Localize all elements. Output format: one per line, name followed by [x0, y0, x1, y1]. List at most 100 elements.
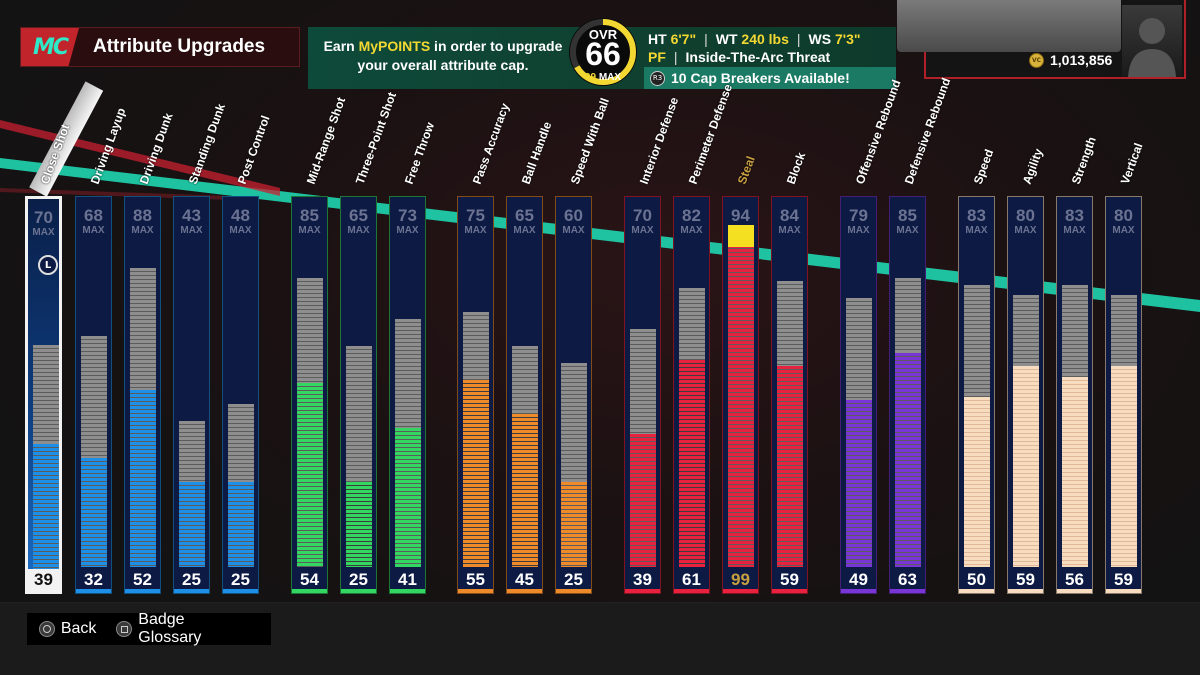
logo-text: MC: [32, 34, 69, 60]
attribute-column[interactable]: 83 MAX 56: [1056, 196, 1093, 594]
attribute-column[interactable]: 94MAX99: [722, 196, 759, 594]
attribute-current-bar: [395, 428, 421, 567]
weight-value: 240 lbs: [741, 31, 789, 47]
attribute-current-value: 25: [349, 570, 368, 589]
attribute-group-underline: [772, 589, 807, 593]
attribute-max-label: MAX: [229, 225, 252, 236]
attribute-group-underline: [1008, 589, 1043, 593]
attribute-column[interactable]: 88 MAX 52: [124, 196, 161, 594]
attribute-max-value: 70: [34, 208, 53, 227]
attribute-max-label: MAX: [847, 225, 870, 236]
lock-icon[interactable]: L: [38, 255, 58, 275]
attribute-group-underline: [76, 589, 111, 593]
attribute-current-value: 50: [967, 570, 986, 589]
player-position-row: PF | Inside-The-Arc Threat: [648, 49, 831, 65]
mypoints-highlight: MyPOINTS: [358, 38, 431, 54]
attribute-max-value: 88: [133, 206, 152, 225]
attribute-current-bar: [228, 482, 254, 567]
attribute-column[interactable]: 73 MAX 41: [389, 196, 426, 594]
attribute-current-value: 25: [231, 570, 250, 589]
attribute-max-label: MAX: [965, 225, 988, 236]
attribute-max-value: 80: [1016, 206, 1035, 225]
attribute-current-bar: [179, 482, 205, 567]
attribute-current-bar: [964, 397, 990, 567]
attribute-current-bar: [728, 225, 754, 567]
attribute-current-value: 99: [731, 570, 750, 589]
attribute-group-underline: [841, 589, 876, 593]
attribute-max-label: MAX: [464, 225, 487, 236]
attribute-current-value: 25: [564, 570, 583, 589]
attribute-max-value: 48: [231, 206, 250, 225]
attribute-group-underline: [723, 589, 758, 593]
attribute-current-value: 52: [133, 570, 152, 589]
attribute-max-value: 83: [967, 206, 986, 225]
attribute-column[interactable]: 65 MAX 45: [506, 196, 543, 594]
overall-label: OVR: [588, 27, 618, 42]
attribute-max-label: MAX: [180, 225, 203, 236]
attribute-max-label: MAX: [562, 225, 585, 236]
overall-ring: [569, 18, 637, 86]
vc-balance: 1,013,856: [1050, 52, 1113, 68]
attribute-max-label: MAX: [1014, 225, 1037, 236]
attribute-group-underline: [1057, 589, 1092, 593]
overall-max-label: MAX: [598, 72, 622, 83]
attribute-current-value: 59: [1016, 570, 1035, 589]
attribute-max-label: MAX: [298, 225, 321, 236]
attribute-max-value: 79: [849, 206, 868, 225]
attribute-current-bar: [679, 360, 705, 567]
attribute-group-underline: [341, 589, 376, 593]
attribute-max-value: 82: [682, 206, 701, 225]
title-panel: MC Attribute Upgrades: [20, 27, 300, 67]
attribute-max-value: 94: [731, 206, 750, 225]
attribute-current-value: 45: [515, 570, 534, 589]
attribute-current-value: 25: [182, 570, 201, 589]
attribute-current-bar: [463, 380, 489, 567]
attribute-group-underline: [223, 589, 258, 593]
attribute-max-value: 84: [780, 206, 799, 225]
attribute-current-value: 41: [398, 570, 417, 589]
height-label: HT: [648, 31, 667, 47]
attribute-max-value: 68: [84, 206, 103, 225]
attribute-column[interactable]: 85 MAX 63: [889, 196, 926, 594]
attribute-current-bar: [630, 434, 656, 567]
attribute-group-underline: [959, 589, 994, 593]
badge-glossary-button[interactable]: Badge Glossary: [138, 611, 202, 646]
attribute-current-bar: [846, 400, 872, 567]
attribute-max-value: 73: [398, 206, 417, 225]
attribute-current-value: 56: [1065, 570, 1084, 589]
attribute-current-value: 54: [300, 570, 319, 589]
attribute-column[interactable]: 83 MAX 50: [958, 196, 995, 594]
attribute-column[interactable]: 65 MAX 25: [340, 196, 377, 594]
attribute-max-value: 43: [182, 206, 201, 225]
attribute-max-value: 80: [1114, 206, 1133, 225]
attribute-max-value: 65: [515, 206, 534, 225]
attribute-column[interactable]: 60 MAX 25: [555, 196, 592, 594]
cap-breakers-bar[interactable]: R3 10 Cap Breakers Available!: [644, 67, 896, 89]
attribute-current-bar: [1111, 366, 1137, 567]
attribute-max-label: MAX: [513, 225, 536, 236]
attribute-column[interactable]: 75 MAX 55: [457, 196, 494, 594]
attribute-max-value: 85: [300, 206, 319, 225]
attribute-current-bar: [130, 390, 156, 567]
attribute-max-label: MAX: [631, 225, 654, 236]
square-button-icon: [116, 621, 133, 637]
attribute-column[interactable]: 80 MAX 59: [1105, 196, 1142, 594]
attribute-column[interactable]: 85 MAX 54: [291, 196, 328, 594]
attribute-column[interactable]: 70 MAX 39: [624, 196, 661, 594]
attribute-column[interactable]: 82 MAX 61: [673, 196, 710, 594]
back-button[interactable]: Back: [60, 620, 97, 637]
attribute-current-value: 49: [849, 570, 868, 589]
attribute-column[interactable]: 80 MAX 59: [1007, 196, 1044, 594]
attribute-column[interactable]: 43 MAX 25: [173, 196, 210, 594]
attribute-group-underline: [625, 589, 660, 593]
position-value: PF: [648, 49, 666, 65]
attribute-column[interactable]: 48 MAX 25: [222, 196, 259, 594]
attribute-column[interactable]: 68 MAX 32: [75, 196, 112, 594]
attribute-max-value: 70: [633, 206, 652, 225]
attribute-current-bar: [512, 414, 538, 567]
height-value: 6'7": [670, 31, 697, 47]
page-title: Attribute Upgrades: [93, 36, 266, 57]
attribute-column[interactable]: 84 MAX 59: [771, 196, 808, 594]
info-text-pre: Earn: [323, 38, 359, 54]
attribute-column[interactable]: 79 MAX 49: [840, 196, 877, 594]
